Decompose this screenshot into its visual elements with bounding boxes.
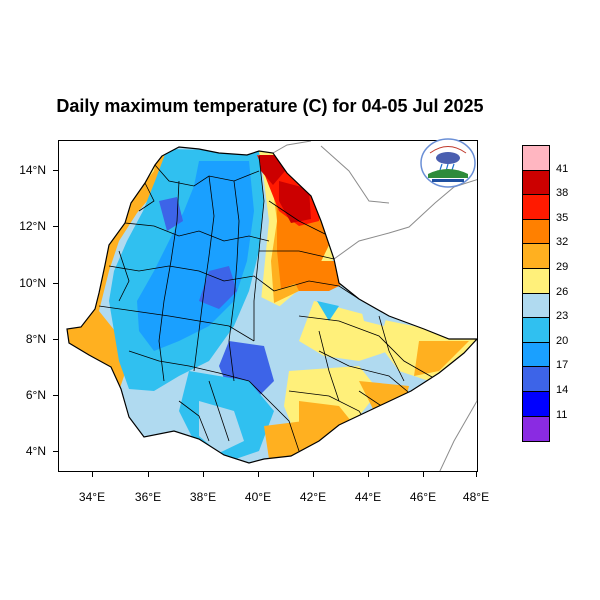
x-tick-label: 46°E	[409, 490, 437, 504]
legend-swatch	[523, 416, 549, 442]
y-tickmark	[53, 283, 58, 284]
x-tick-label: 38°E	[189, 490, 217, 504]
map-panel	[58, 140, 478, 472]
legend-swatch	[523, 146, 549, 171]
x-tick-label: 34°E	[78, 490, 106, 504]
temperature-map	[66, 141, 477, 471]
y-tick-label: 12°N	[19, 219, 46, 233]
x-tickmark	[148, 472, 149, 477]
legend-swatch	[523, 195, 549, 220]
legend-label: 23	[556, 310, 569, 323]
legend-swatch	[523, 342, 549, 368]
map-title: Daily maximum temperature (C) for 04-05 …	[56, 96, 484, 116]
legend-label: 32	[556, 236, 569, 249]
legend-swatch	[523, 268, 549, 294]
x-tickmark	[92, 472, 93, 477]
legend-swatch	[523, 219, 549, 245]
x-tickmark	[476, 472, 477, 477]
y-tickmark	[53, 226, 58, 227]
x-tick-label: 36°E	[134, 490, 162, 504]
y-tickmark	[53, 451, 58, 452]
color-legend	[522, 145, 550, 443]
x-tickmark	[258, 472, 259, 477]
y-tick-label: 14°N	[19, 163, 46, 177]
legend-label: 14	[556, 384, 569, 396]
y-tickmark	[53, 170, 58, 171]
legend-swatch	[523, 244, 549, 269]
x-tick-label: 40°E	[244, 490, 272, 504]
y-tick-label: 6°N	[25, 388, 46, 402]
legend-label: 26	[556, 285, 569, 298]
x-tickmark	[368, 472, 369, 477]
y-tickmark	[53, 339, 58, 340]
y-tick-label: 4°N	[25, 444, 46, 458]
legend-label: 20	[556, 334, 569, 347]
x-tick-label: 48°E	[462, 490, 490, 504]
y-tick-label: 8°N	[25, 332, 46, 346]
x-tickmark	[423, 472, 424, 477]
legend-swatch	[523, 170, 549, 196]
legend-swatch	[523, 293, 549, 319]
x-tickmark	[313, 472, 314, 477]
x-tickmark	[203, 472, 204, 477]
y-tick-label: 10°N	[19, 276, 46, 290]
legend-swatch	[523, 318, 549, 343]
x-tick-label: 44°E	[354, 490, 382, 504]
y-tickmark	[53, 395, 58, 396]
ethiopia-outline	[66, 146, 477, 464]
legend-label: 35	[556, 211, 569, 224]
x-tick-label: 42°E	[299, 490, 327, 504]
legend-label: 11	[556, 408, 568, 421]
legend-swatch	[523, 367, 549, 392]
legend-label: 17	[556, 359, 569, 372]
legend-swatch	[523, 391, 549, 417]
legend-label: 38	[556, 187, 569, 200]
legend-label: 29	[556, 261, 569, 273]
ethiopian-meteorology-institute-logo	[420, 138, 476, 188]
region-boundaries	[98, 155, 440, 452]
legend-label: 41	[556, 162, 569, 175]
temperature-field	[67, 147, 477, 463]
